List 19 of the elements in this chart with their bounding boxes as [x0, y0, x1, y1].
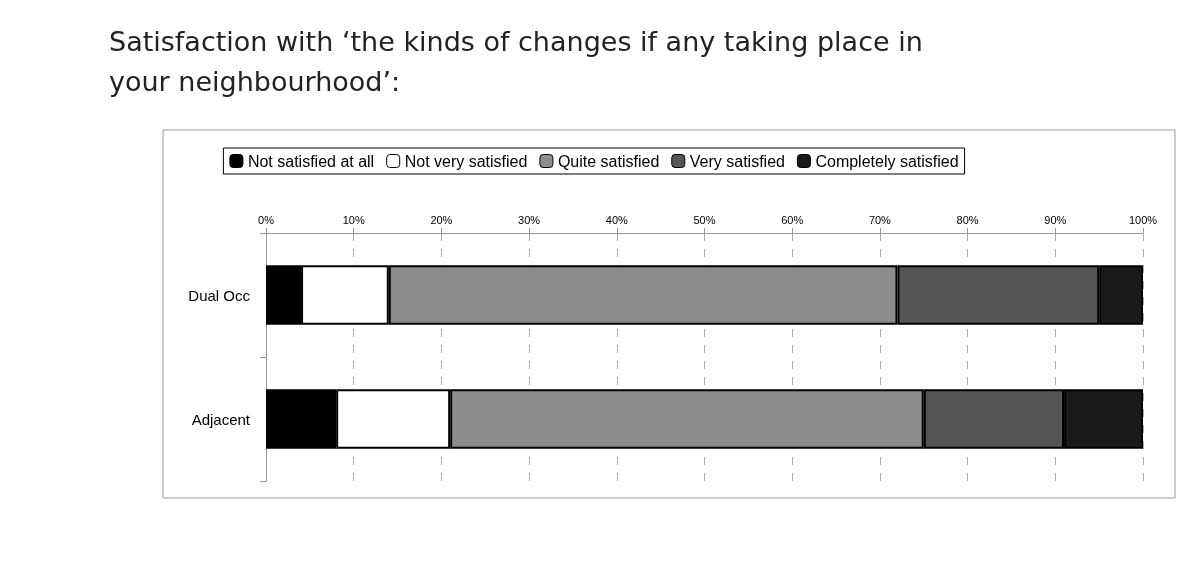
- x-tick-label: 60%: [781, 213, 804, 226]
- x-tick-label: 50%: [693, 213, 716, 226]
- x-tick-label: 90%: [1044, 213, 1067, 226]
- y-tick-label: Dual Occ: [188, 286, 251, 304]
- x-tick-label: 100%: [1128, 213, 1158, 226]
- x-tick-label: 80%: [956, 213, 979, 226]
- x-tick-label: 0%: [258, 213, 275, 226]
- chart-title: Satisfaction with ‘the kinds of changes if any taking place in your neighbourhood’:: [109, 25, 932, 97]
- legend-label: Completely satisfied: [815, 152, 959, 170]
- y-tick-label: Adjacent: [191, 410, 251, 428]
- legend-label: Very satisfied: [689, 152, 785, 170]
- legend-label: Not satisfied at all: [247, 152, 375, 170]
- legend-label: Not very satisfied: [404, 152, 528, 170]
- x-tick-label: 10%: [342, 213, 365, 226]
- x-tick-label: 40%: [605, 213, 629, 226]
- legend-label: Quite satisfied: [557, 152, 660, 170]
- x-tick-label: 70%: [868, 213, 892, 226]
- x-tick-label: 20%: [430, 213, 453, 226]
- x-tick-label: 30%: [518, 213, 541, 226]
